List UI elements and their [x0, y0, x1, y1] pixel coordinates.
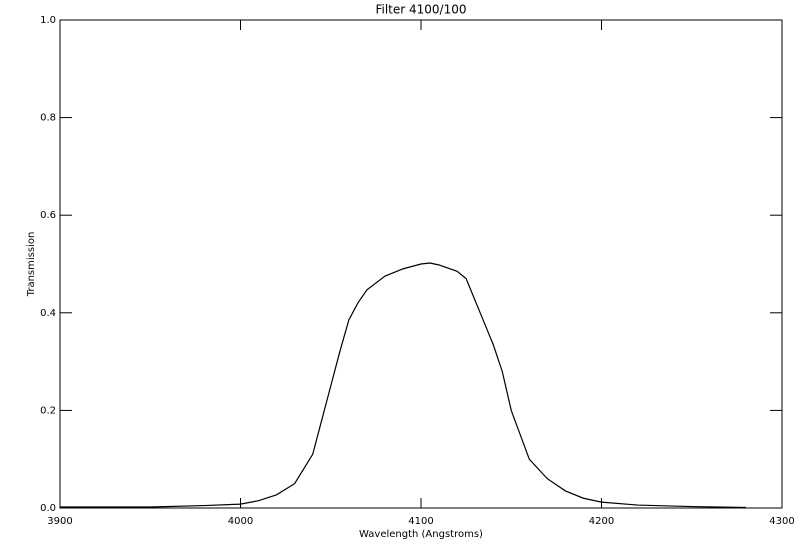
- y-axis-label: Transmission: [26, 232, 37, 298]
- y-tick-label: 0.6: [40, 210, 56, 221]
- x-tick-label: 4300: [769, 516, 794, 527]
- y-tick-label: 0.2: [40, 405, 56, 416]
- x-axis-label: Wavelength (Angstroms): [359, 529, 483, 540]
- y-tick-label: 1.0: [40, 15, 56, 26]
- y-tick-label: 0.0: [40, 503, 56, 514]
- y-tick-label: 0.4: [40, 308, 56, 319]
- y-tick-label: 0.8: [40, 113, 56, 124]
- x-tick-label: 4100: [408, 516, 433, 527]
- chart-title: Filter 4100/100: [375, 3, 466, 17]
- data-line: [60, 262, 746, 509]
- x-tick-label: 4200: [589, 516, 614, 527]
- x-tick-label: 3900: [47, 516, 72, 527]
- x-tick-label: 4000: [228, 516, 253, 527]
